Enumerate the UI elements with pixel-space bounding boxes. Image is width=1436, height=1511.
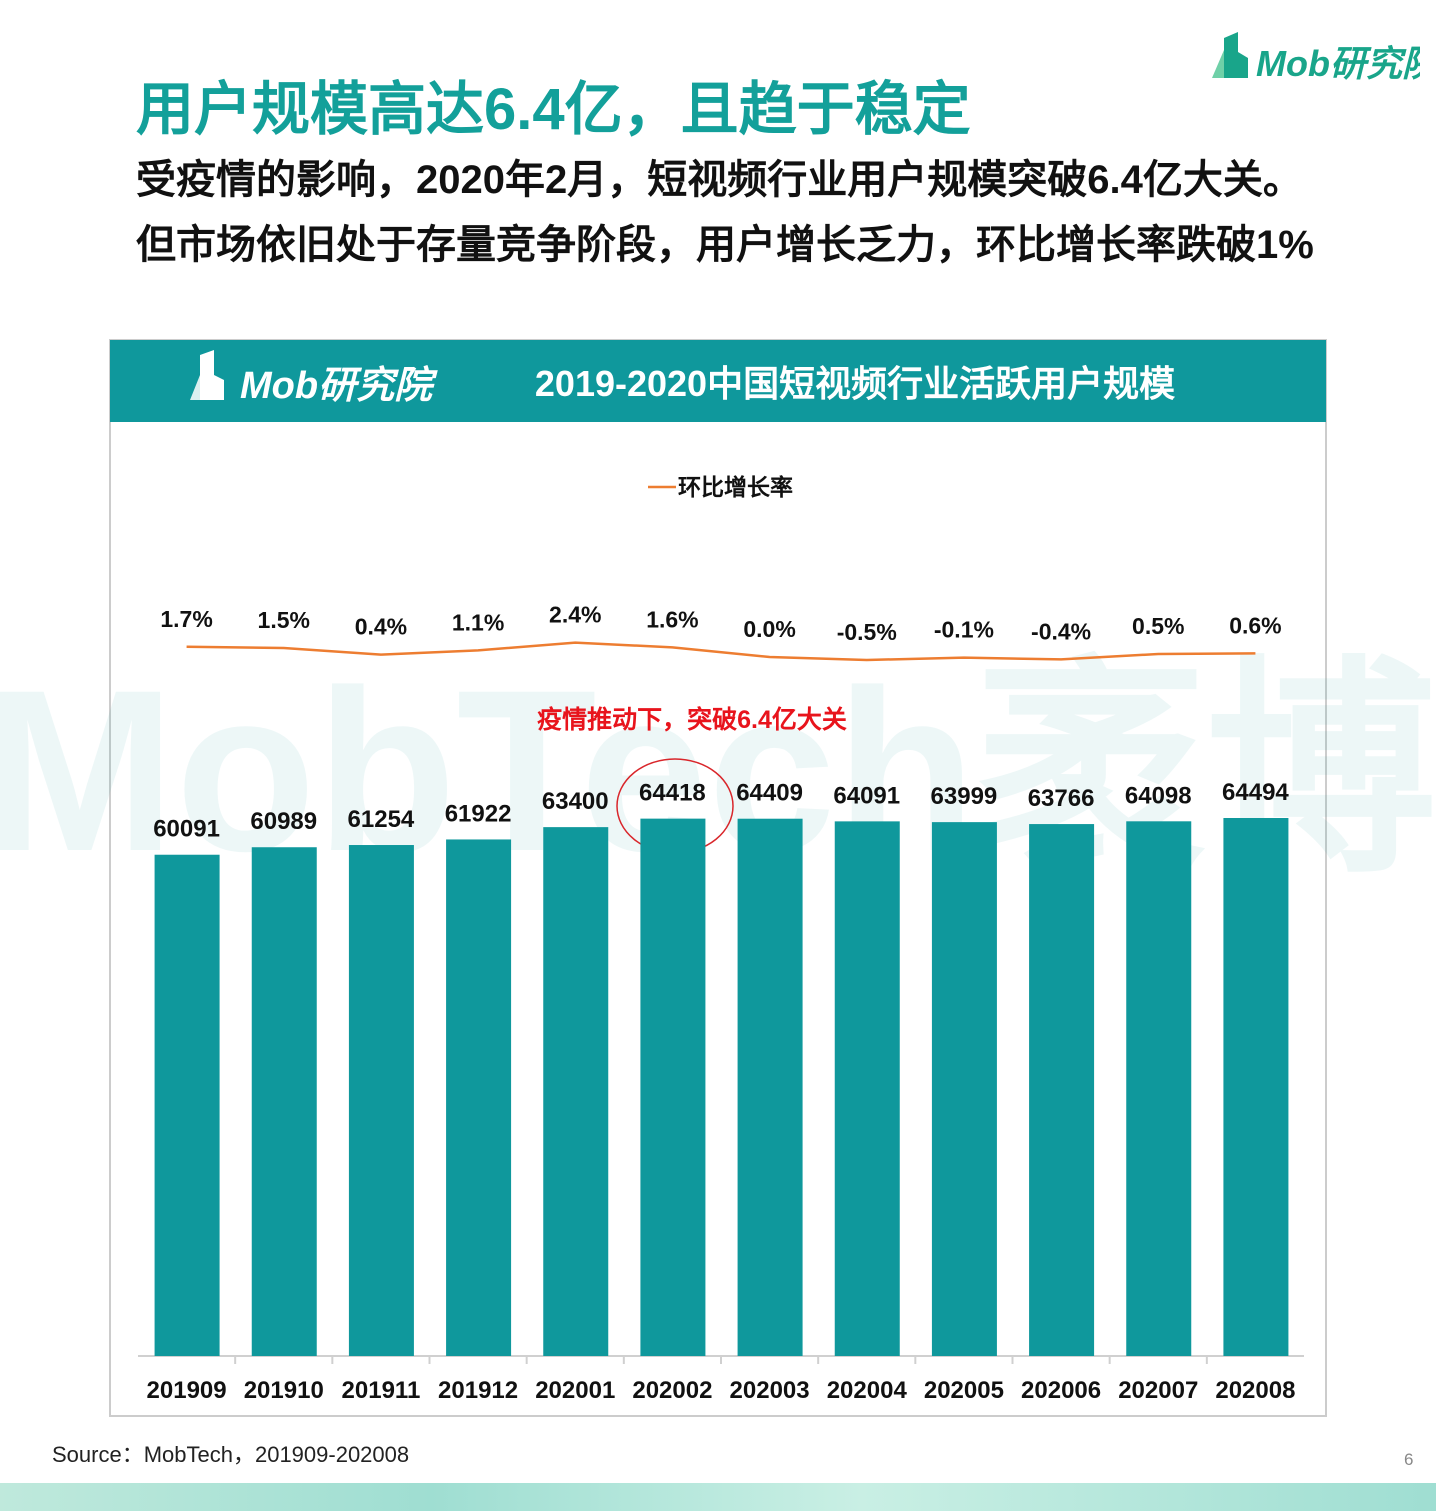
legend-label: 环比增长率 — [678, 474, 793, 500]
line-label: 1.5% — [258, 607, 310, 633]
bar-label: 64494 — [1222, 779, 1289, 806]
x-tick-label: 202008 — [1215, 1377, 1295, 1404]
x-tick-label: 202001 — [535, 1377, 615, 1404]
chart-brand: Mob研究院 — [240, 365, 438, 407]
bar-label: 61254 — [348, 806, 415, 833]
x-tick-label: 202004 — [827, 1377, 908, 1404]
bar — [543, 827, 609, 1356]
subtitle: 受疫情的影响，2020年2月，短视频行业用户规模突破6.4亿大关。但市场依旧处于… — [136, 158, 1314, 267]
bar — [1126, 821, 1192, 1356]
logo: Mob研究院 — [1212, 32, 1420, 84]
bar — [640, 818, 706, 1356]
bar-label: 64091 — [833, 782, 900, 809]
page-number: 6 — [1404, 1450, 1414, 1469]
bar-label: 63400 — [542, 788, 609, 815]
bar — [154, 854, 220, 1356]
line-label: 0.0% — [743, 616, 795, 642]
x-tick-label: 201909 — [147, 1377, 227, 1404]
bar — [931, 822, 997, 1356]
line-label: 1.1% — [452, 609, 504, 635]
x-tick-label: 201910 — [244, 1377, 324, 1404]
x-tick-label: 202005 — [924, 1377, 1004, 1404]
bar-label: 64098 — [1125, 782, 1192, 809]
x-tick-label: 201912 — [438, 1377, 518, 1404]
bar-label: 63999 — [931, 783, 998, 810]
x-tick-label: 202007 — [1118, 1377, 1198, 1404]
watermark: MobTech袤博 — [0, 642, 1436, 899]
title: 用户规模高达6.4亿，且趋于稳定 — [136, 77, 971, 142]
x-tick-label: 202006 — [1021, 1377, 1101, 1404]
bar — [1029, 824, 1095, 1356]
x-tick-label: 201911 — [342, 1377, 421, 1404]
bar — [737, 818, 803, 1356]
line-label: 0.5% — [1132, 613, 1184, 639]
bar — [446, 839, 512, 1356]
x-tick-label: 202002 — [632, 1377, 712, 1404]
bar-label: 60091 — [153, 816, 220, 843]
bar-label: 64418 — [639, 780, 706, 807]
line-label: -0.4% — [1031, 618, 1091, 644]
line-label: 0.6% — [1229, 612, 1281, 638]
line — [186, 641, 1256, 662]
chart-title: 2019-2020中国短视频行业活跃用户规模 — [535, 363, 1175, 404]
bar — [1223, 818, 1289, 1356]
chart-header — [110, 340, 1326, 422]
line-label: 1.7% — [160, 606, 212, 632]
line-label: 2.4% — [549, 602, 601, 628]
line-label: 0.4% — [355, 614, 407, 640]
annotation: 疫情推动下，突破6.4亿大关 — [537, 705, 847, 734]
chart: Mob研究院 2019-2020中国短视频行业活跃用户规模 MobTech袤博 … — [0, 339, 1436, 1417]
source: Source：MobTech，201909-202008 — [52, 1442, 410, 1467]
bar — [348, 845, 414, 1356]
line-label: 1.6% — [646, 606, 698, 632]
bar-label: 61922 — [445, 800, 512, 827]
line-label: -0.1% — [934, 617, 994, 643]
x-tick-label: 202003 — [730, 1377, 810, 1404]
bar-label: 64409 — [736, 780, 803, 807]
line-label: -0.5% — [837, 619, 897, 645]
bar — [251, 847, 317, 1356]
bar — [834, 821, 900, 1356]
footer-stripe — [0, 1483, 1436, 1511]
logo-text: Mob研究院 — [1256, 43, 1420, 84]
bar-label: 60989 — [250, 808, 317, 835]
bar-label: 63766 — [1028, 785, 1095, 812]
